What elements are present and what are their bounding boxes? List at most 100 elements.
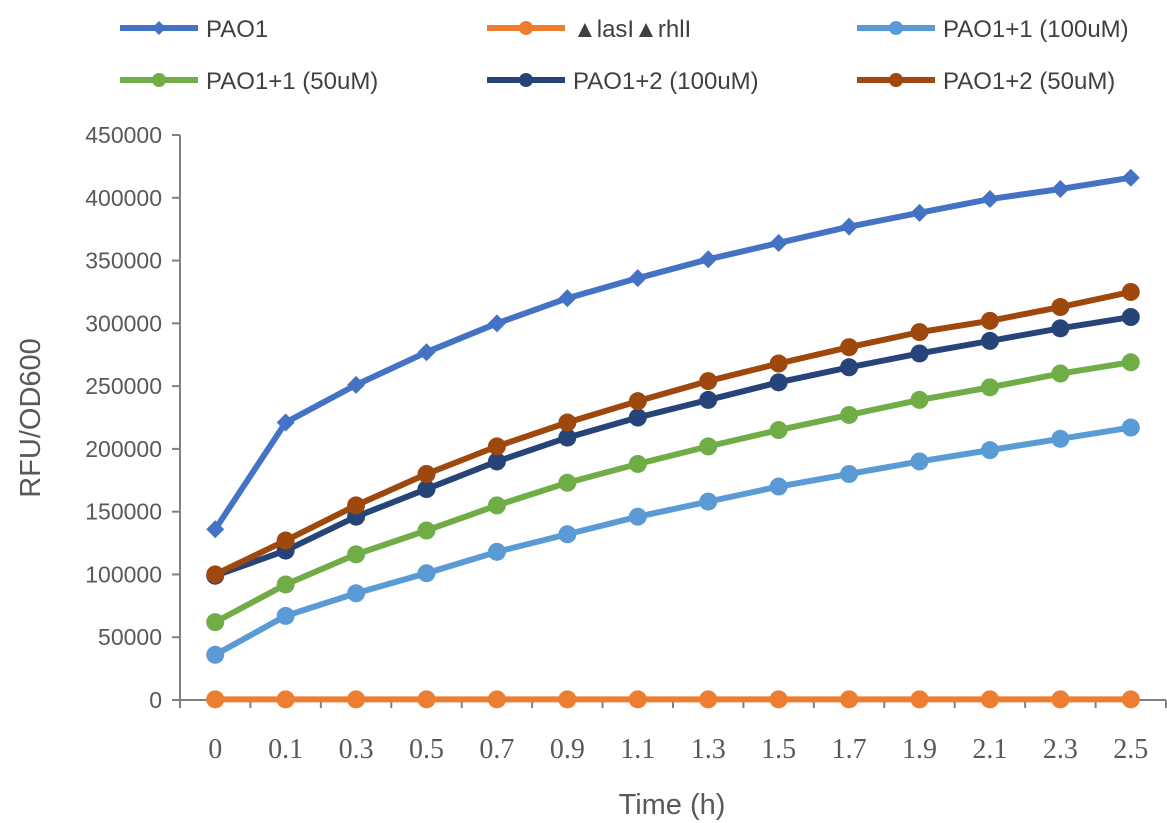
x-tick-label: 1.7 xyxy=(832,734,867,765)
data-point xyxy=(1121,308,1140,327)
y-tick-label: 0 xyxy=(149,687,162,713)
x-tick-label: 1.1 xyxy=(620,734,655,765)
data-point xyxy=(699,390,718,409)
legend-label: PAO1+2 (100uM) xyxy=(573,68,759,95)
data-point xyxy=(519,21,533,35)
data-point xyxy=(910,690,929,709)
x-tick-label: 0 xyxy=(208,734,222,765)
legend-label: PAO1+1 (50uM) xyxy=(206,68,378,95)
y-axis-title: RFU/OD600 xyxy=(15,338,47,498)
x-axis-title: Time (h) xyxy=(619,789,726,821)
data-point xyxy=(980,331,999,350)
data-point xyxy=(1121,690,1140,709)
data-point xyxy=(769,421,788,440)
data-point xyxy=(628,690,647,709)
data-point xyxy=(769,477,788,496)
data-point xyxy=(980,311,999,330)
data-point xyxy=(152,73,166,87)
data-point xyxy=(1121,418,1140,437)
data-point xyxy=(276,413,295,432)
data-point xyxy=(1051,179,1070,198)
legend-label: ▲lasI▲rhlI xyxy=(573,16,691,43)
series-pao1-1-50um- xyxy=(206,353,1140,632)
data-point xyxy=(910,390,929,409)
x-tick-label: 2.3 xyxy=(1043,734,1078,765)
data-point xyxy=(628,507,647,526)
data-point xyxy=(699,372,718,391)
data-point xyxy=(840,465,859,483)
data-point xyxy=(487,314,506,333)
legend: PAO1 ▲lasI▲rhlI PAO1+1 (100uM) PAO1+1 (50uM… xyxy=(120,16,1129,95)
y-tick-label: 50000 xyxy=(98,624,162,650)
data-point xyxy=(1121,282,1140,301)
y-tick-label: 300000 xyxy=(85,310,162,336)
data-point xyxy=(1121,353,1140,372)
data-point xyxy=(487,496,506,515)
series--lasi-rhli xyxy=(206,690,1140,709)
data-point xyxy=(889,73,903,87)
x-tick-label: 0.9 xyxy=(550,734,585,765)
data-point xyxy=(699,492,718,511)
x-tick-label: 2.1 xyxy=(972,734,1007,765)
data-point xyxy=(769,690,788,709)
data-point xyxy=(417,480,436,499)
data-point xyxy=(840,338,859,357)
legend-entry: PAO1+1 (50uM) xyxy=(120,68,378,95)
data-point xyxy=(276,606,295,625)
data-point xyxy=(558,289,577,308)
x-tick-label: 1.5 xyxy=(761,734,796,765)
data-point xyxy=(558,413,577,432)
series-line xyxy=(213,289,1132,578)
data-point xyxy=(347,584,366,603)
data-point xyxy=(769,233,788,252)
data-point xyxy=(276,531,295,550)
x-tick-label: 1.9 xyxy=(902,734,937,765)
data-point xyxy=(558,525,577,544)
data-point xyxy=(980,190,999,209)
data-point xyxy=(1051,319,1070,338)
data-point xyxy=(699,250,718,269)
x-tick-label: 0.7 xyxy=(479,734,514,765)
data-point xyxy=(889,21,903,35)
data-point xyxy=(519,73,533,87)
data-point xyxy=(840,690,859,709)
legend-label: PAO1 xyxy=(206,16,268,43)
data-point xyxy=(840,217,859,236)
data-point xyxy=(206,520,225,539)
data-point xyxy=(487,437,506,456)
data-point xyxy=(910,344,929,363)
data-point xyxy=(558,428,577,447)
data-point xyxy=(206,645,225,664)
data-point xyxy=(347,690,366,709)
y-tick-label: 250000 xyxy=(85,373,162,399)
x-tick-label: 1.3 xyxy=(691,734,726,765)
data-point xyxy=(206,613,225,632)
data-point xyxy=(910,323,929,342)
series-pao1-1-100um- xyxy=(206,418,1140,664)
data-point xyxy=(152,21,166,35)
data-point xyxy=(558,690,577,709)
data-point xyxy=(910,452,929,471)
data-point xyxy=(1051,298,1070,317)
data-point xyxy=(980,441,999,460)
data-point xyxy=(699,690,718,709)
x-tick-label: 0.1 xyxy=(268,734,303,765)
data-point xyxy=(558,473,577,492)
data-point xyxy=(980,690,999,709)
y-tick-label: 100000 xyxy=(85,561,162,587)
legend-label: PAO1+1 (100uM) xyxy=(943,16,1129,43)
y-tick-label: 200000 xyxy=(85,436,162,462)
data-point xyxy=(347,496,366,515)
data-point xyxy=(206,565,225,584)
data-point xyxy=(769,373,788,392)
data-point xyxy=(980,378,999,397)
data-point xyxy=(417,564,436,583)
data-point xyxy=(628,408,647,427)
y-tick-label: 350000 xyxy=(85,248,162,274)
series-line xyxy=(212,174,1132,531)
y-tick-label: 450000 xyxy=(85,122,162,148)
data-point xyxy=(1051,690,1070,709)
legend-entry: PAO1+2 (50uM) xyxy=(857,68,1115,95)
data-point xyxy=(1121,168,1140,187)
